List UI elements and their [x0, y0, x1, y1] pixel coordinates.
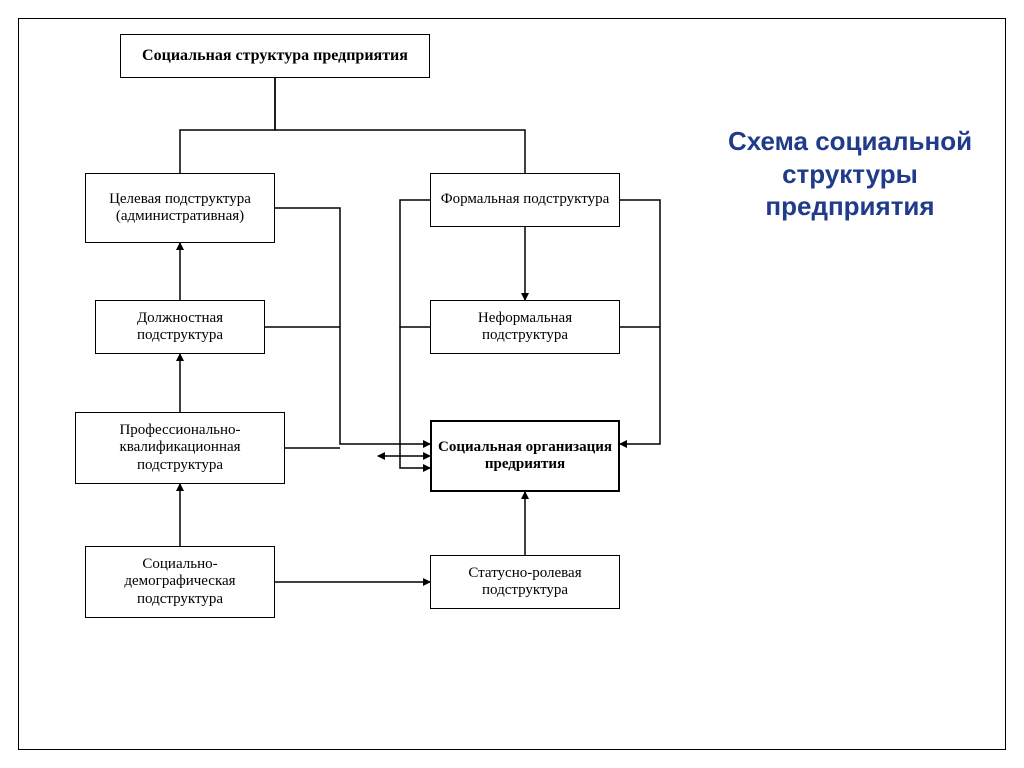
node-socorg: Социальная организация предриятия — [430, 420, 620, 492]
node-celevaya-label: Целевая подструктура (административная) — [92, 191, 268, 226]
node-dolzh-label: Должностная подструктура — [102, 310, 258, 345]
node-prof-label: Профессионально- квалификационная подстр… — [82, 422, 278, 474]
node-status-label: Статусно-ролевая подструктура — [437, 565, 613, 600]
diagram-canvas: Схема социальной структуры предприятия С… — [0, 0, 1024, 768]
node-prof: Профессионально- квалификационная подстр… — [75, 412, 285, 484]
diagram-title: Схема социальной структуры предприятия — [710, 125, 990, 223]
node-formal-label: Формальная подструктура — [441, 191, 610, 208]
node-socdem: Социально- демографическая подструктура — [85, 546, 275, 618]
node-formal: Формальная подструктура — [430, 173, 620, 227]
node-dolzh: Должностная подструктура — [95, 300, 265, 354]
node-root-label: Социальная структура предприятия — [142, 47, 408, 65]
node-neformal: Неформальная подструктура — [430, 300, 620, 354]
node-celevaya: Целевая подструктура (административная) — [85, 173, 275, 243]
node-neformal-label: Неформальная подструктура — [437, 310, 613, 345]
node-root: Социальная структура предприятия — [120, 34, 430, 78]
node-socorg-label: Социальная организация предриятия — [438, 439, 612, 474]
node-socdem-label: Социально- демографическая подструктура — [92, 556, 268, 608]
node-status: Статусно-ролевая подструктура — [430, 555, 620, 609]
